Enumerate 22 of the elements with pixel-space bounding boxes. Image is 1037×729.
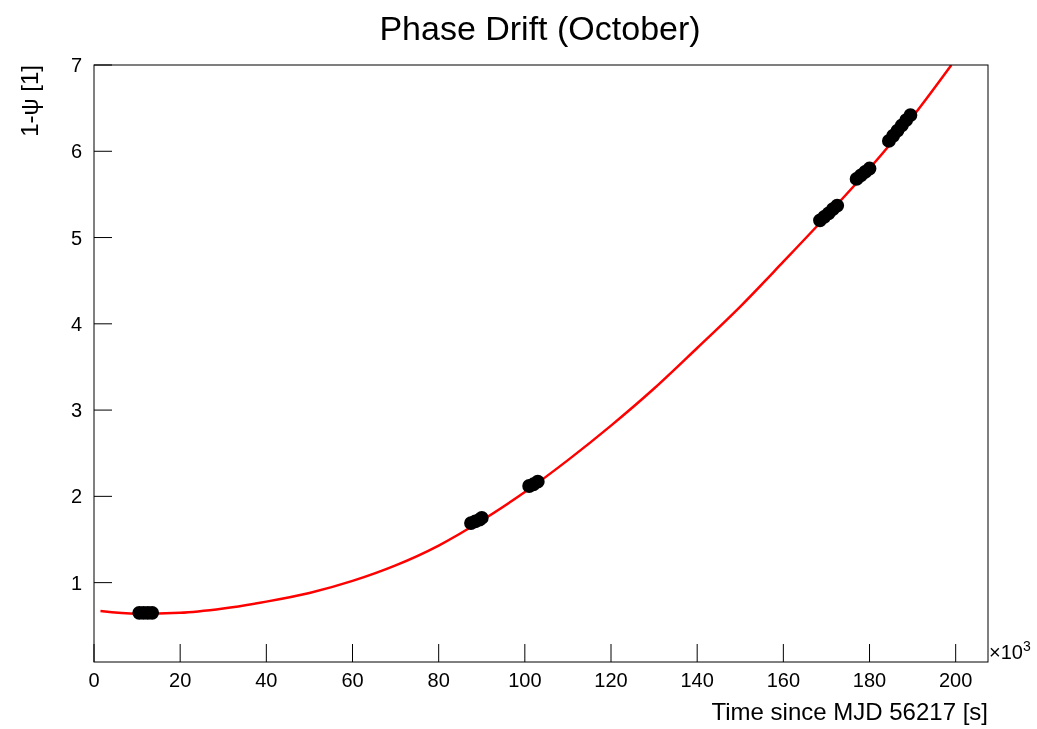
x-tick-label: 180 [852,669,887,691]
y-tick-label: 3 [70,399,82,422]
y-tick-label: 1 [70,571,82,594]
chart-title: Phase Drift (October) [379,9,701,47]
x-axis-title: Time since MJD 56217 [s] [711,698,988,725]
y-tick-label: 2 [70,485,82,508]
x-tick-label: 60 [341,669,364,691]
x-tick-label: 40 [255,669,278,691]
y-tick-label: 4 [70,312,82,335]
x-tick-label: 140 [680,669,714,691]
y-tick-label: 7 [70,54,82,76]
y-tick-label: 5 [70,226,82,249]
y-axis-title: 1-ψ [1] [16,65,43,137]
x-tick-label: 20 [169,669,192,691]
text: ×10$^{3}$ [989,638,1031,663]
x-tick-label: 200 [939,669,973,691]
y-tick-label: 6 [70,140,82,163]
x-tick-label: 0 [88,669,100,691]
x-tick-label: 80 [427,669,450,691]
x-tick-label: 100 [508,669,542,691]
x-tick-label: 120 [594,669,628,691]
x-tick-label: 160 [766,669,801,691]
